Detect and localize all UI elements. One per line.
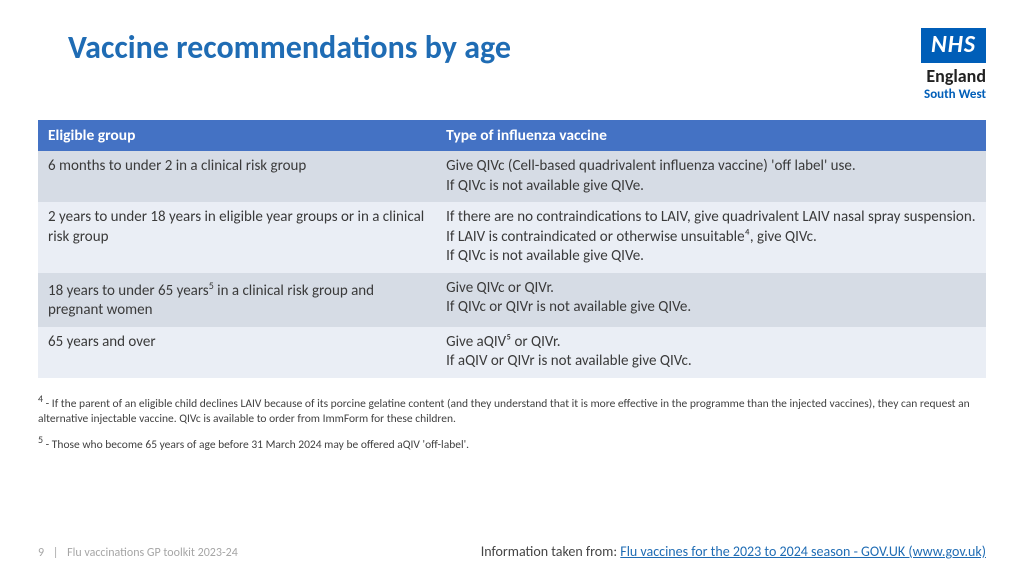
- cell-vaccine-type: Give QIVc or QIVr.If QIVc or QIVr is not…: [436, 273, 986, 327]
- footnote-5: 5 - Those who become 65 years of age bef…: [38, 433, 986, 453]
- doc-name: Flu vaccinations GP toolkit 2023-24: [67, 546, 238, 560]
- cell-eligible-group: 6 months to under 2 in a clinical risk g…: [38, 151, 436, 202]
- footnotes: 4 - If the parent of an eligible child d…: [0, 378, 1024, 454]
- table-row: 6 months to under 2 in a clinical risk g…: [38, 151, 986, 202]
- page-title: Vaccine recommendations by age: [38, 28, 511, 67]
- table-header-group: Eligible group: [38, 120, 436, 151]
- nhs-logo-england: England: [921, 65, 986, 87]
- cell-vaccine-type: Give aQIV⁵ or QIVr.If aQIV or QIVr is no…: [436, 327, 986, 378]
- source-citation: Information taken from: Flu vaccines for…: [481, 543, 986, 560]
- cell-vaccine-type: Give QIVc (Cell-based quadrivalent influ…: [436, 151, 986, 202]
- nhs-logo-box: NHS: [921, 28, 986, 63]
- table-header-vaccine: Type of influenza vaccine: [436, 120, 986, 151]
- vaccine-table: Eligible group Type of influenza vaccine…: [38, 120, 986, 378]
- page-number: 9: [38, 546, 44, 560]
- cell-eligible-group: 2 years to under 18 years in eligible ye…: [38, 202, 436, 273]
- page-footer-info: 9 | Flu vaccinations GP toolkit 2023-24: [38, 546, 238, 560]
- cell-eligible-group: 65 years and over: [38, 327, 436, 378]
- source-link[interactable]: Flu vaccines for the 2023 to 2024 season…: [620, 543, 986, 560]
- cell-eligible-group: 18 years to under 65 years5 in a clinica…: [38, 273, 436, 327]
- cell-vaccine-type: If there are no contraindications to LAI…: [436, 202, 986, 273]
- footnote-4: 4 - If the parent of an eligible child d…: [38, 392, 986, 428]
- nhs-logo-region: South West: [921, 87, 986, 102]
- table-row: 2 years to under 18 years in eligible ye…: [38, 202, 986, 273]
- nhs-logo: NHS England South West: [921, 28, 986, 102]
- table-row: 65 years and overGive aQIV⁵ or QIVr.If a…: [38, 327, 986, 378]
- table-row: 18 years to under 65 years5 in a clinica…: [38, 273, 986, 327]
